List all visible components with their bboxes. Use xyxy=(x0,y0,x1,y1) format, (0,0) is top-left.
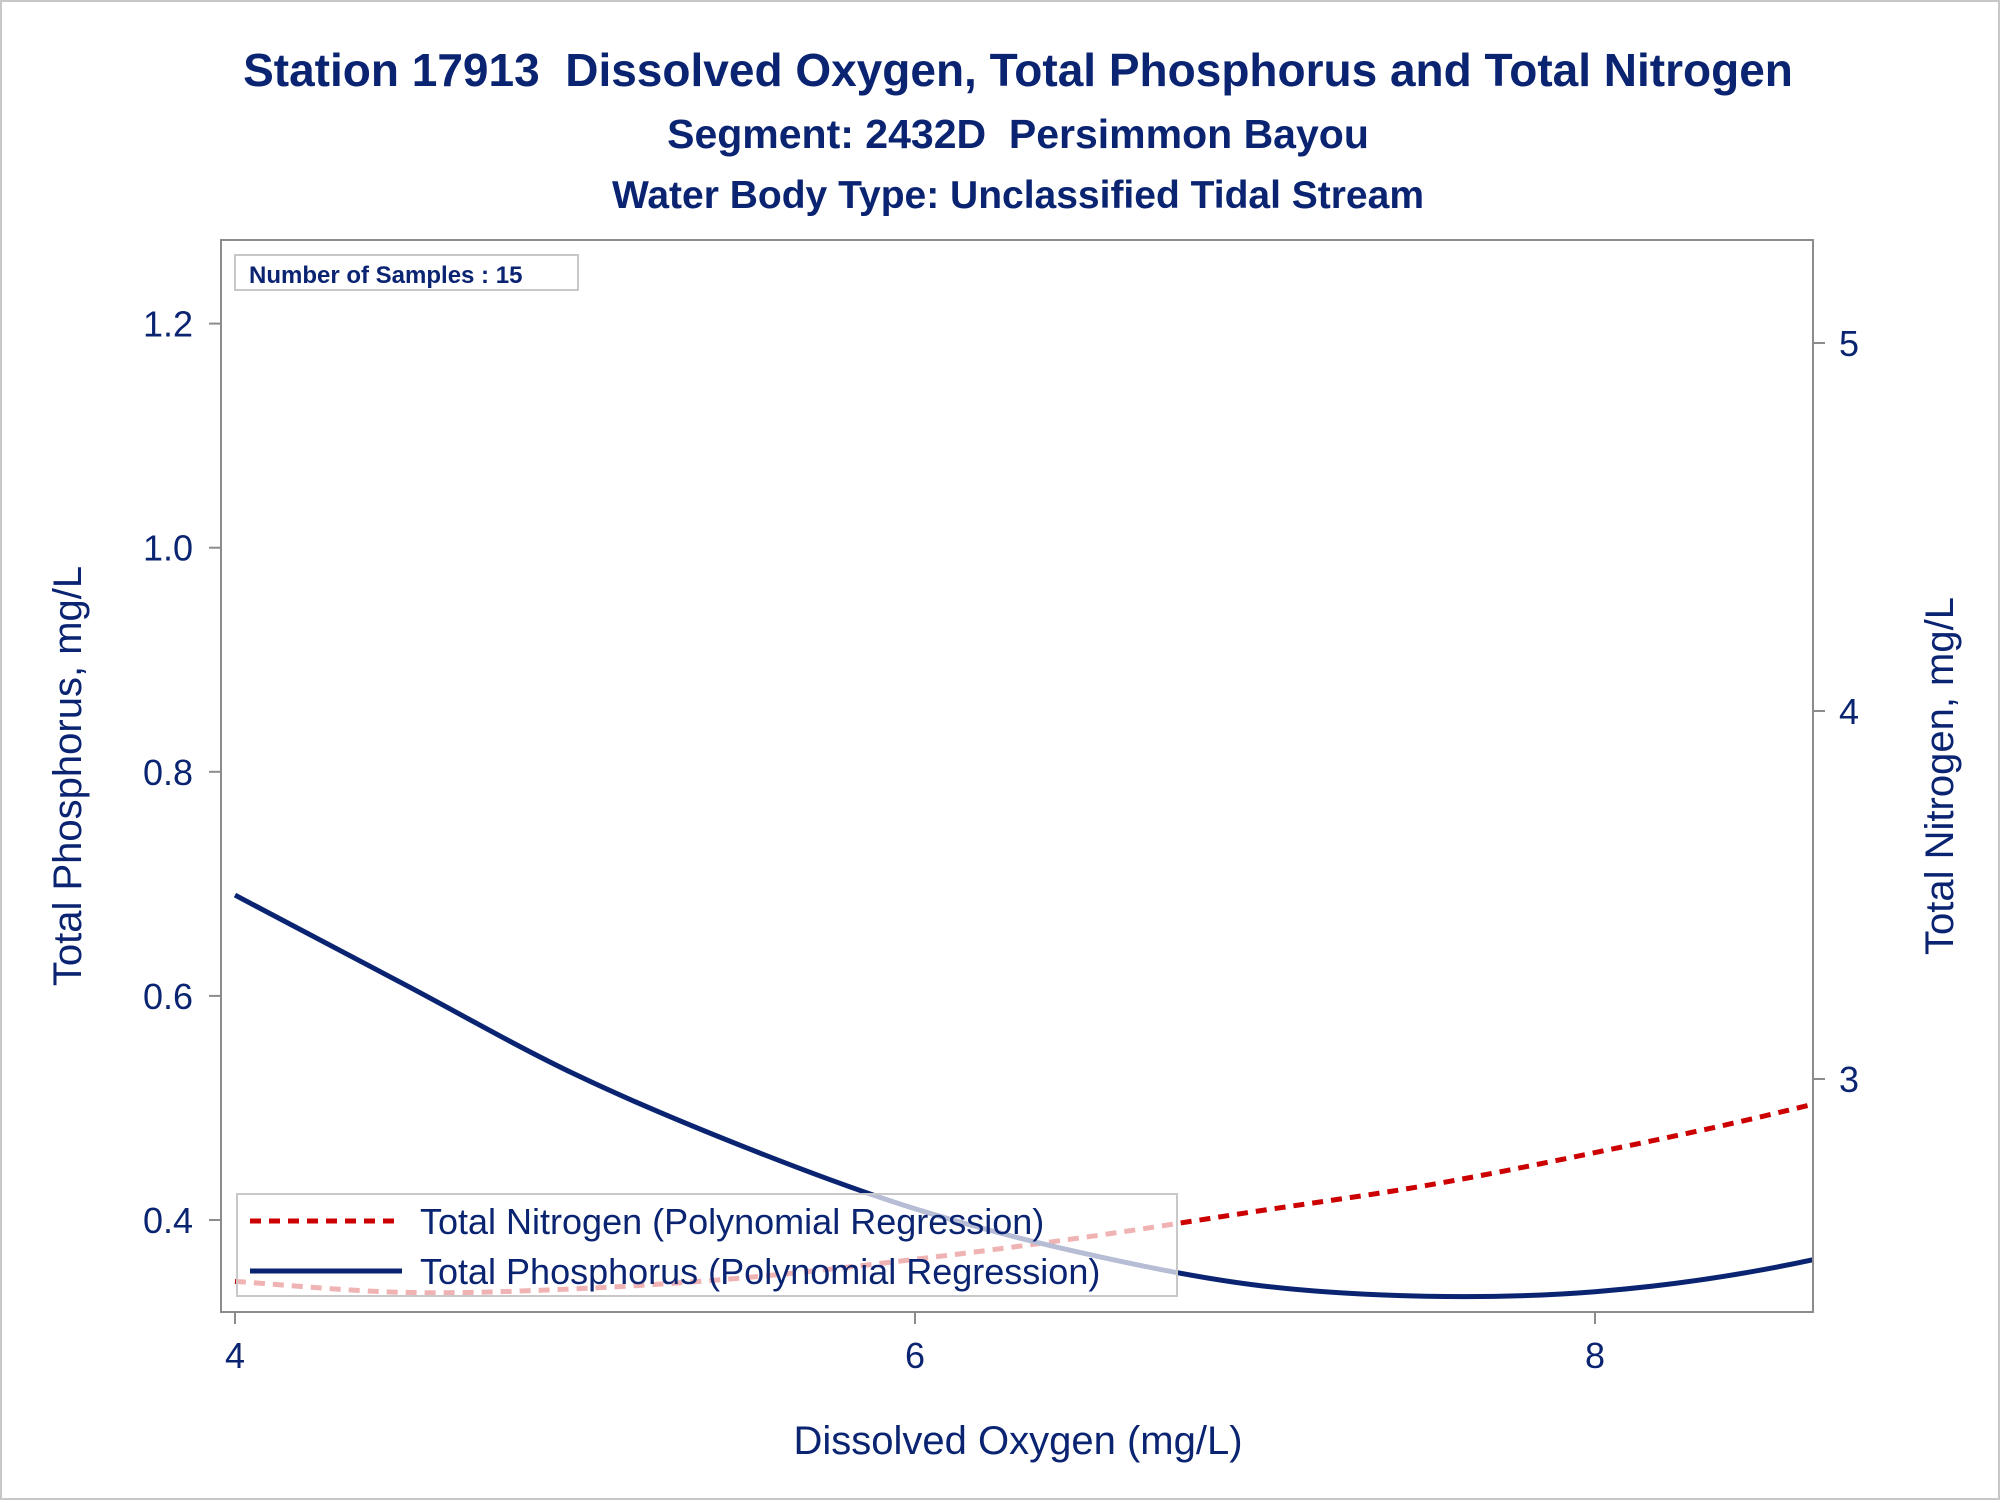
y-right-tick-label-2: 5 xyxy=(1839,323,1859,364)
series-layer xyxy=(233,892,1812,1300)
sample-count-box xyxy=(234,254,579,291)
y-right-tick-label-0: 3 xyxy=(1839,1059,1859,1100)
y-right-tick-label-1: 4 xyxy=(1839,691,1859,732)
x-axis-label: Dissolved Oxygen (mg/L) xyxy=(793,1419,1242,1463)
chart-subtitle-2: Water Body Type: Unclassified Tidal Stre… xyxy=(612,174,1424,217)
y-right-axis-label: Total Nitrogen, mg/L xyxy=(1918,597,1962,955)
phosphorus-regression-line xyxy=(233,892,1812,1300)
nitrogen-regression-line xyxy=(234,1101,1812,1296)
y-left-tick-label-1: 0.6 xyxy=(143,976,193,1017)
x-tick-label-0: 4 xyxy=(225,1335,245,1376)
y-left-tick-label-2: 0.8 xyxy=(143,752,193,793)
y-left-tick-label-3: 1.0 xyxy=(143,528,193,569)
y-left-tick-label-0: 0.4 xyxy=(143,1200,193,1241)
x-tick-label-2: 8 xyxy=(1585,1335,1605,1376)
y-left-tick-label-4: 1.2 xyxy=(143,304,193,345)
plot-area xyxy=(220,239,1814,1313)
chart-subtitle: Segment: 2432D Persimmon Bayou xyxy=(667,111,1369,157)
chart-title: Station 17913 Dissolved Oxygen, Total Ph… xyxy=(243,44,1793,96)
legend: Total Nitrogen (Polynomial Regression) T… xyxy=(236,1193,1178,1297)
legend-box xyxy=(236,1193,1178,1297)
sample-count-text: Number of Samples : 15 xyxy=(249,262,522,289)
y-left-axis-label: Total Phosphorus, mg/L xyxy=(46,566,90,986)
legend-label-phosphorus: Total Phosphorus (Polynomial Regression) xyxy=(420,1251,1100,1292)
legend-label-nitrogen: Total Nitrogen (Polynomial Regression) xyxy=(420,1201,1044,1242)
x-tick-label-1: 6 xyxy=(905,1335,925,1376)
